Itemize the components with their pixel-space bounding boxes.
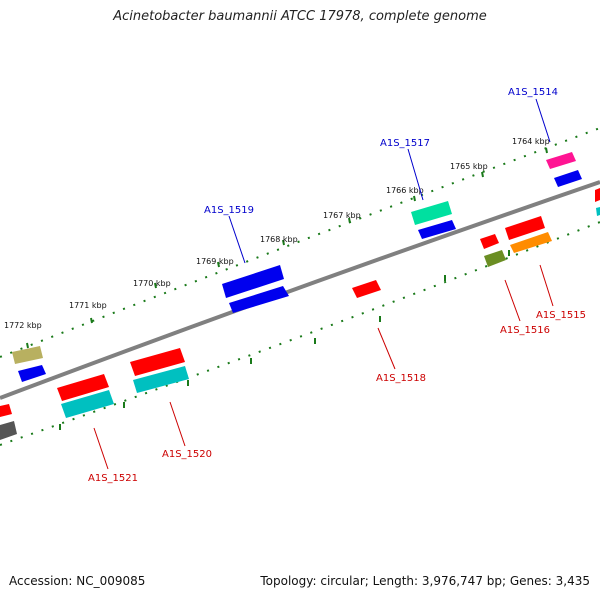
- reverse-gene: [505, 216, 552, 253]
- forward-gene: [222, 265, 289, 313]
- kbp-label: 1767 kbp: [323, 211, 361, 220]
- reverse-gene: [130, 348, 189, 393]
- gene-label: A1S_1519: [204, 205, 254, 216]
- upper-tick-track: [0, 127, 600, 358]
- reverse-gene: [595, 188, 600, 216]
- label-leaders: [93, 98, 554, 470]
- kbp-label: 1772 kbp: [4, 321, 42, 330]
- reverse-gene: [352, 280, 381, 298]
- kbp-label: 1768 kbp: [260, 235, 298, 244]
- genome-backbone: [0, 180, 600, 400]
- genome-stats-text: Topology: circular; Length: 3,976,747 bp…: [260, 574, 590, 588]
- kbp-label: 1771 kbp: [69, 301, 107, 310]
- lower-major-ticks: [59, 250, 510, 430]
- reverse-gene: [0, 404, 17, 440]
- gene-label: A1S_1514: [508, 87, 558, 98]
- upper-major-ticks: [26, 147, 548, 349]
- reverse-gene: [480, 234, 506, 267]
- map-title: Acinetobacter baumannii ATCC 17978, comp…: [113, 9, 487, 24]
- kbp-label: 1764 kbp: [512, 137, 550, 146]
- kbp-label: 1770 kbp: [133, 279, 171, 288]
- gene-label: A1S_1521: [88, 473, 138, 484]
- gene-label: A1S_1515: [536, 310, 586, 321]
- gene-label: A1S_1516: [500, 325, 550, 336]
- lower-tick-track: [0, 221, 600, 446]
- forward-gene: [12, 346, 46, 382]
- accession-text: Accession: NC_009085: [9, 574, 146, 588]
- forward-gene: [411, 201, 456, 239]
- kbp-label: 1769 kbp: [196, 257, 234, 266]
- gene-label: A1S_1520: [162, 449, 212, 460]
- gene-label: A1S_1517: [380, 138, 430, 149]
- forward-gene: [546, 152, 582, 187]
- reverse-gene: [57, 374, 114, 418]
- kbp-label: 1766 kbp: [386, 186, 424, 195]
- kbp-label: 1765 kbp: [450, 162, 488, 171]
- gene-label: A1S_1518: [376, 373, 426, 384]
